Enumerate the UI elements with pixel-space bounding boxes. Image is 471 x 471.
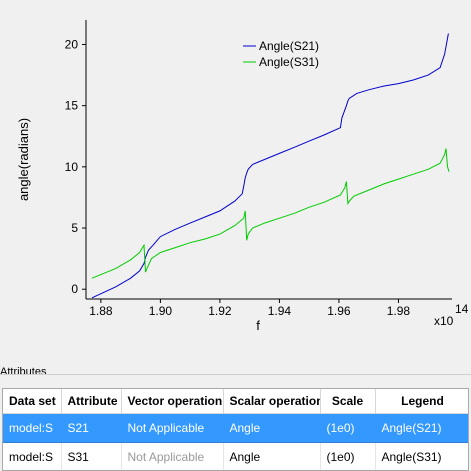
x-axis-title: f bbox=[256, 318, 260, 333]
column-header-legend[interactable]: Legend bbox=[375, 389, 468, 414]
table-row[interactable]: model:S S31 Not Applicable Angle (1e0) A… bbox=[3, 442, 468, 470]
x-tick-label: 1.96 bbox=[327, 304, 351, 318]
cell-scalar-operation[interactable]: Angle bbox=[223, 413, 321, 443]
legend-label: Angle(S31) bbox=[259, 55, 319, 69]
plot-area[interactable]: 0 5 10 15 20 1.88 1.90 1.92 1.94 1.96 1.98 f angle(r… bbox=[0, 0, 471, 356]
y-tick-label: 15 bbox=[65, 99, 79, 113]
x-tick-label: 1.98 bbox=[387, 304, 411, 318]
y-tick-label: 0 bbox=[71, 282, 78, 296]
cell-scale[interactable]: (1e0) bbox=[320, 413, 376, 443]
column-header-data-set[interactable]: Data set bbox=[3, 389, 62, 414]
y-tick-label: 20 bbox=[65, 37, 79, 51]
column-header-attribute[interactable]: Attribute bbox=[61, 389, 122, 414]
cell-vector-operation[interactable]: Not Applicable bbox=[121, 442, 224, 470]
x-tick-label: 1.90 bbox=[149, 304, 173, 318]
y-axis-title: angle(radians) bbox=[16, 118, 31, 201]
x-multiplier-label: x10 bbox=[434, 314, 454, 328]
cell-vector-operation[interactable]: Not Applicable bbox=[121, 413, 224, 443]
column-header-vector-operation[interactable]: Vector operation bbox=[121, 389, 224, 414]
y-tick-label: 5 bbox=[71, 221, 78, 235]
series-line-angle-s21 bbox=[91, 33, 449, 299]
table-header-row: Data set Attribute Vector operation Scal… bbox=[3, 389, 468, 414]
x-tick-label: 1.88 bbox=[89, 304, 113, 318]
cell-scale[interactable]: (1e0) bbox=[320, 442, 376, 470]
cell-data-set[interactable]: model:S bbox=[3, 413, 62, 443]
series-line-angle-s31 bbox=[91, 148, 450, 279]
divider bbox=[0, 374, 471, 375]
cell-scalar-operation[interactable]: Angle bbox=[223, 442, 321, 470]
x-tick-label: 1.92 bbox=[208, 304, 232, 318]
legend: Angle(S21) Angle(S31) bbox=[243, 39, 319, 69]
cell-attribute[interactable]: S21 bbox=[61, 413, 122, 443]
cell-data-set[interactable]: model:S bbox=[3, 442, 62, 470]
chart-svg: 0 5 10 15 20 1.88 1.90 1.92 1.94 1.96 1.98 f angle(r… bbox=[16, 20, 469, 333]
column-header-scalar-operation[interactable]: Scalar operation bbox=[223, 389, 321, 414]
cell-attribute[interactable]: S31 bbox=[61, 442, 122, 470]
attributes-title: Attributes bbox=[0, 366, 47, 378]
attributes-panel: Attributes Data set Attribute Vector ope… bbox=[0, 362, 471, 471]
cell-legend[interactable]: Angle(S31) bbox=[375, 442, 468, 470]
cell-legend[interactable]: Angle(S21) bbox=[375, 413, 468, 443]
x-tick-label: 1.94 bbox=[268, 304, 292, 318]
x-multiplier-exponent: 14 bbox=[455, 302, 469, 316]
attributes-table: Data set Attribute Vector operation Scal… bbox=[2, 388, 469, 471]
y-tick-label: 10 bbox=[65, 160, 79, 174]
table-row[interactable]: model:S S21 Not Applicable Angle (1e0) A… bbox=[3, 413, 468, 443]
column-header-scale[interactable]: Scale bbox=[320, 389, 376, 414]
legend-label: Angle(S21) bbox=[259, 39, 319, 53]
